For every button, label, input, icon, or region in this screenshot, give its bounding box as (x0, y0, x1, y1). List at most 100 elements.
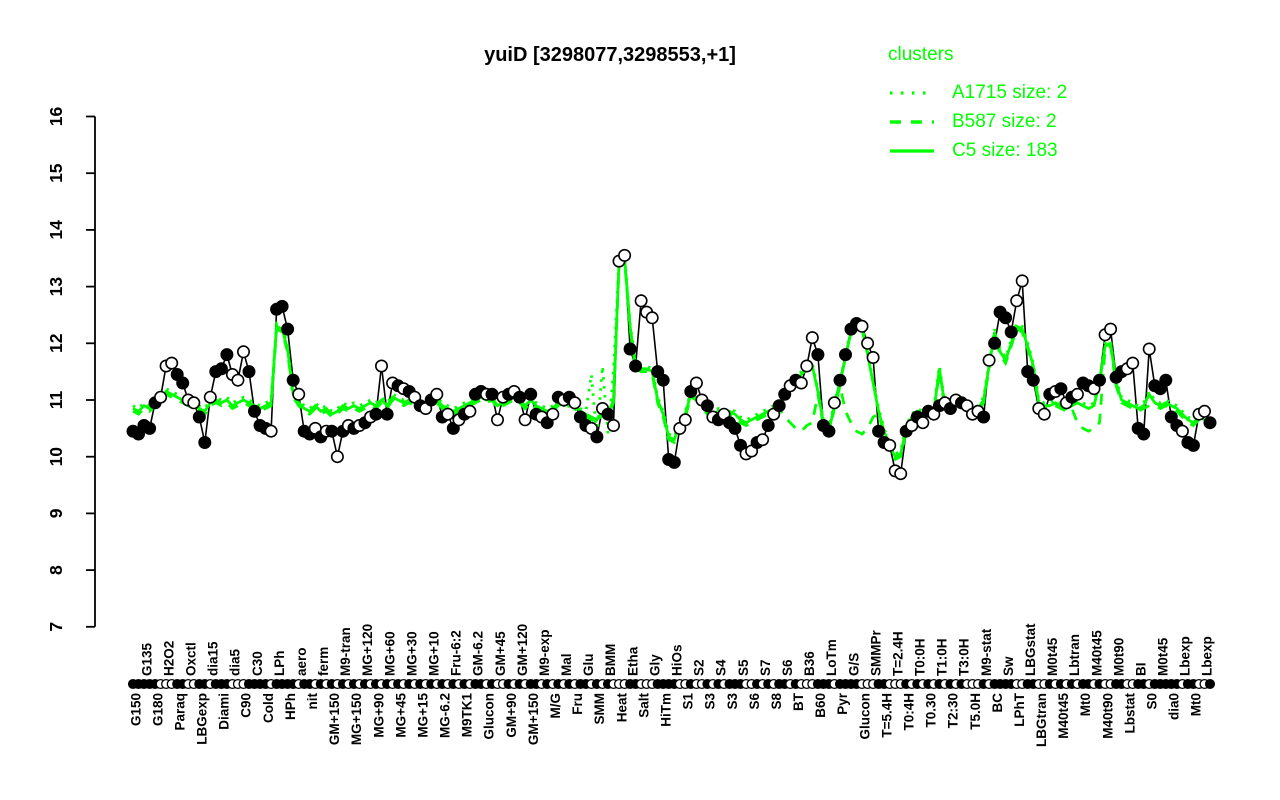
x-condition-label: GM+120 (515, 624, 530, 676)
data-point (154, 390, 168, 404)
data-point (1026, 373, 1040, 387)
data-point (264, 424, 278, 438)
data-point (203, 390, 217, 404)
data-point (198, 435, 212, 449)
data-point (546, 407, 560, 421)
data-point (374, 359, 388, 373)
data-point (805, 331, 819, 345)
data-point (634, 294, 648, 308)
x-condition-label: T=2.4H (890, 631, 905, 676)
x-condition-label: Salt (636, 693, 651, 718)
data-point (248, 404, 262, 418)
data-point (872, 424, 886, 438)
x-condition-label: HPh (283, 693, 298, 720)
x-condition-label: dia5 (228, 648, 243, 676)
y-tick-label: 10 (46, 447, 66, 467)
data-point (988, 336, 1002, 350)
x-condition-label: LPh (272, 651, 287, 677)
x-condition-label: S1 (681, 693, 696, 710)
x-condition-label: Sw (1001, 656, 1016, 676)
x-condition-label: Mal (559, 653, 574, 676)
x-condition-label: Heat (614, 693, 629, 723)
data-point (1070, 387, 1084, 401)
x-condition-label: S7 (758, 659, 773, 676)
data-point (916, 416, 930, 430)
legend-item-c5: C5 size: 183 (888, 136, 1067, 165)
y-tick-label: 9 (46, 508, 66, 518)
data-point (656, 373, 670, 387)
x-condition-label: GM-6.2 (471, 631, 486, 676)
data-point (441, 407, 455, 421)
x-condition-label: M0t45 (1156, 637, 1171, 676)
x-condition-label: Paraq (172, 693, 187, 731)
x-condition-label: BC (990, 693, 1005, 713)
data-point (756, 433, 770, 447)
data-point (800, 359, 814, 373)
page-title: yuiD [3298077,3298553,+1] (484, 44, 736, 66)
y-tick-label: 14 (46, 220, 66, 240)
x-condition-label: T3:0H (957, 638, 972, 676)
x-condition-label: MG+90 (371, 693, 386, 738)
x-condition-label: S3 (725, 693, 740, 710)
x-condition-label: S4 (714, 659, 729, 676)
data-point (590, 430, 604, 444)
legend-header: clusters (888, 44, 954, 65)
x-condition-label: Glu (581, 654, 596, 677)
data-point (645, 311, 659, 325)
data-point (1198, 404, 1212, 418)
x-condition-label: T0:4H (901, 693, 916, 731)
data-point (833, 373, 847, 387)
x-condition-label: Fru (570, 693, 585, 715)
data-point (618, 248, 632, 262)
y-tick-label: 13 (46, 277, 66, 297)
data-point (982, 353, 996, 367)
data-point (606, 418, 620, 432)
legend-item-a1715: A1715 size: 2 (888, 78, 1067, 107)
x-condition-label: S8 (769, 693, 784, 710)
y-tick-label: 16 (46, 107, 66, 127)
x-condition-label: MG+15 (415, 693, 430, 738)
cluster-b587-line (132, 257, 1211, 462)
x-condition-label: T0.30 (924, 693, 939, 728)
solid-line-icon (890, 148, 934, 153)
x-condition-label: C90 (239, 693, 254, 718)
legend-label: A1715 size: 2 (952, 81, 1068, 103)
cluster-legend: clusters A1715 size: 2 B587 size: 2 C5 s… (888, 44, 1067, 165)
data-point (838, 348, 852, 362)
data-point (143, 421, 157, 435)
x-condition-label: S0 (1145, 693, 1160, 710)
data-point (192, 410, 206, 424)
x-condition-label: T5.0H (968, 693, 983, 730)
x-condition-label: Etha (625, 646, 640, 676)
dashed-line-icon (890, 119, 934, 124)
data-point (623, 342, 637, 356)
data-point (1186, 438, 1200, 452)
data-point (330, 450, 344, 464)
data-point (689, 376, 703, 390)
data-point (1093, 373, 1107, 387)
x-condition-label: MG+10 (427, 631, 442, 676)
data-point (629, 359, 643, 373)
x-condition-label: BT (791, 692, 806, 711)
data-point (866, 350, 880, 364)
data-point (1142, 342, 1156, 356)
x-condition-label: MG-6.2 (438, 693, 453, 738)
x-condition-label: SMMPr (868, 630, 883, 677)
x-condition-label: aero (294, 647, 309, 676)
x-condition-label: nit (305, 693, 320, 710)
x-condition-label: Cold (261, 693, 276, 723)
legend-item-b587: B587 size: 2 (888, 107, 1067, 136)
data-point (861, 336, 875, 350)
data-point (700, 399, 714, 413)
x-condition-label: M40t90 (1100, 693, 1115, 739)
x-condition-label: S5 (736, 659, 751, 676)
x-condition-label: M0t90 (1111, 638, 1126, 676)
x-condition-label: Glucon (857, 693, 872, 740)
data-point (513, 390, 527, 404)
x-condition-label: T1:0H (935, 638, 950, 676)
x-condition-label: M0t45 (1045, 637, 1060, 676)
cluster-c5-line (132, 255, 1211, 459)
x-condition-label: B36 (802, 651, 817, 676)
